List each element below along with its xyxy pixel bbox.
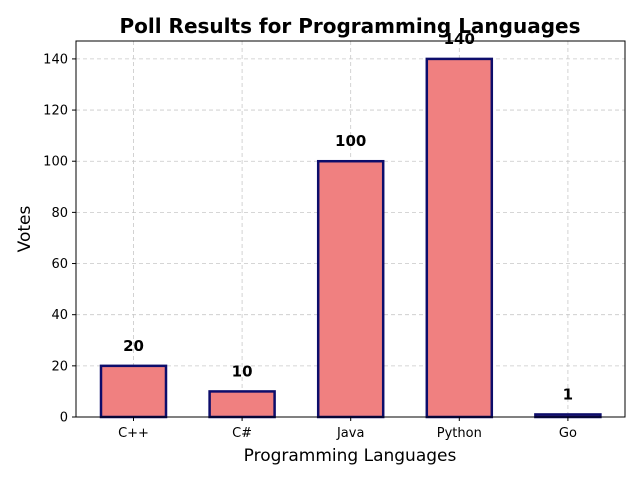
bars: [99, 57, 602, 419]
x-tick-label: Java: [336, 426, 364, 441]
x-tick-label: C#: [232, 426, 252, 441]
data-labels: 20 10 100 140 1: [123, 30, 573, 404]
bar: [208, 390, 276, 419]
x-tick-label: Go: [559, 426, 577, 441]
y-tick-label: 60: [51, 257, 68, 272]
y-tick-label: 100: [43, 155, 68, 170]
x-tick-label: C++: [118, 426, 149, 441]
y-tick-label: 120: [43, 104, 68, 119]
y-tick-label: 140: [43, 52, 68, 67]
bar-value-label: 1: [563, 385, 573, 403]
y-axis-label: Votes: [15, 206, 35, 253]
bar-value-label: 20: [123, 337, 144, 355]
y-axis-ticks: 0 20 40 60 80 100 120 140: [43, 52, 76, 426]
x-tick-label: Python: [437, 426, 482, 441]
y-tick-label: 0: [60, 411, 68, 426]
bar: [316, 159, 385, 419]
x-axis-ticks: C++ C# Java Python Go: [118, 417, 577, 441]
x-axis-label: Programming Languages: [244, 446, 457, 466]
bar-value-label: 140: [444, 30, 475, 48]
y-tick-label: 20: [51, 359, 68, 374]
y-tick-label: 40: [51, 308, 68, 323]
bar: [425, 57, 494, 419]
bar-value-label: 10: [232, 362, 253, 380]
bar: [99, 364, 168, 419]
chart-title: Poll Results for Programming Languages: [119, 14, 580, 38]
bar-value-label: 100: [335, 132, 366, 150]
y-tick-label: 80: [51, 206, 68, 221]
